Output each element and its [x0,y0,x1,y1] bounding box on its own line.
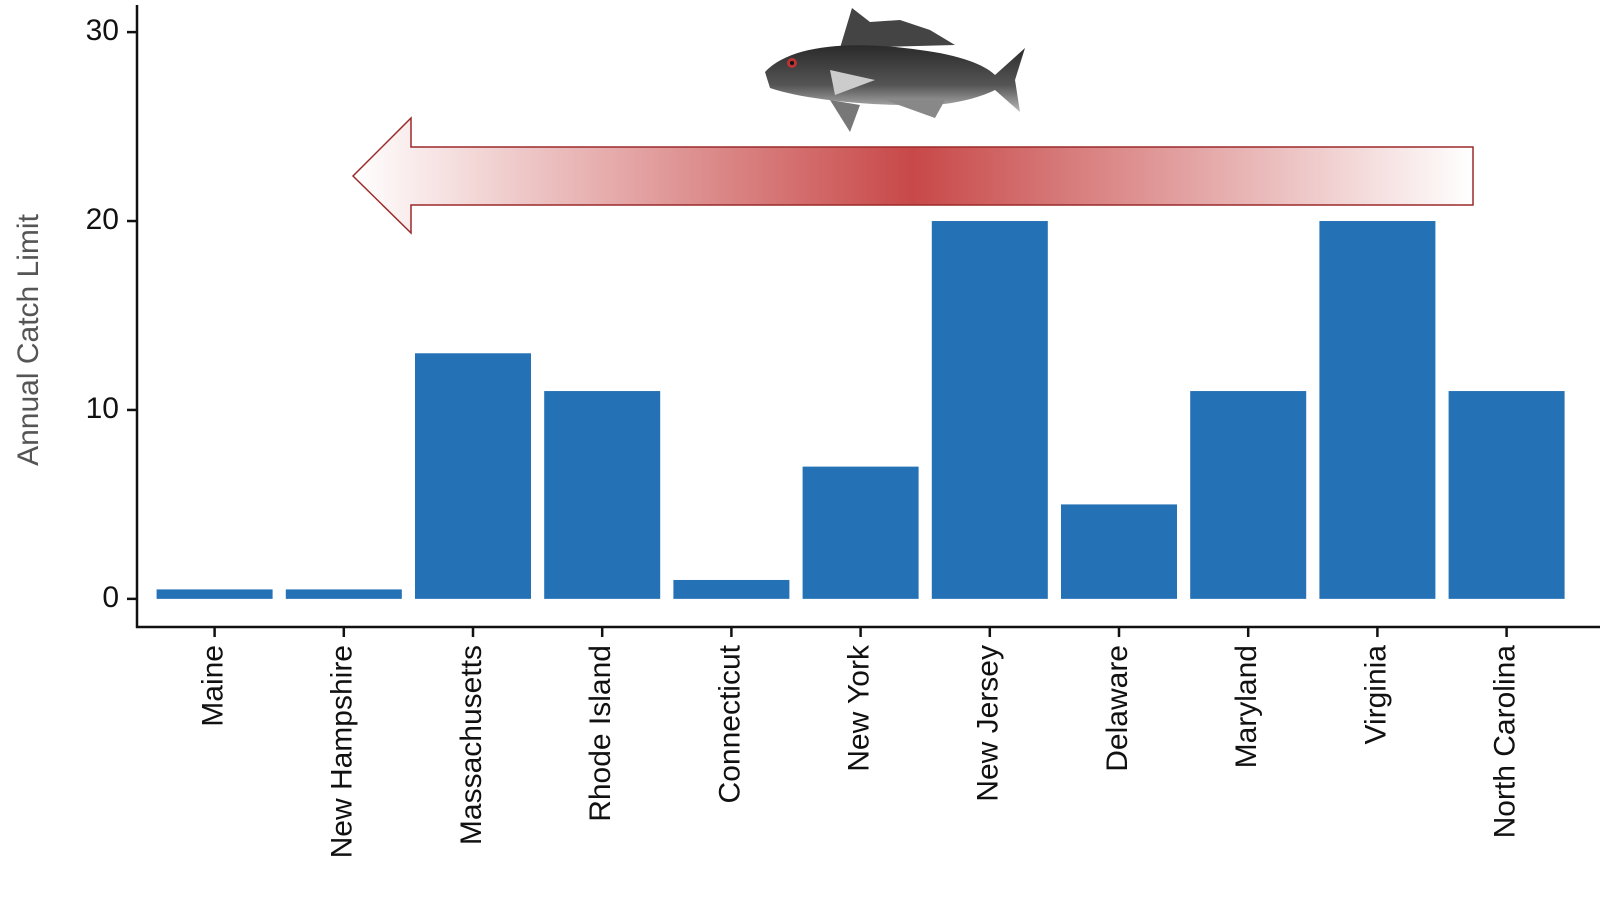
bar [1319,221,1436,599]
x-tick-label: New Jersey [972,645,1005,802]
y-tick-label: 20 [86,203,119,236]
x-tick-label: Maryland [1230,645,1263,768]
bar [1061,504,1177,599]
fish-illustration [765,8,1025,132]
bar [1190,391,1307,599]
bar [931,221,1048,599]
x-tick-label: North Carolina [1489,645,1522,839]
bar [156,589,273,599]
x-tick-label: Rhode Island [584,645,617,822]
bar [285,589,402,599]
y-axis-label: Annual Catch Limit [12,213,45,465]
x-tick-label: Maine [197,645,230,727]
bar [673,579,790,599]
x-tick-label: Delaware [1101,645,1134,772]
x-tick-label: Massachusetts [455,645,488,845]
y-tick-label: 30 [86,14,119,47]
bar [1448,391,1565,599]
x-tick-label: New York [843,644,876,772]
x-tick-label: New Hampshire [326,645,359,858]
x-tick-label: Virginia [1359,645,1392,745]
y-tick-label: 0 [102,581,119,614]
migration-arrow [351,116,1474,235]
bar [802,466,919,599]
bar [415,353,531,599]
bar [544,391,661,599]
x-tick-label: Connecticut [713,644,746,803]
y-tick-label: 10 [86,392,119,425]
